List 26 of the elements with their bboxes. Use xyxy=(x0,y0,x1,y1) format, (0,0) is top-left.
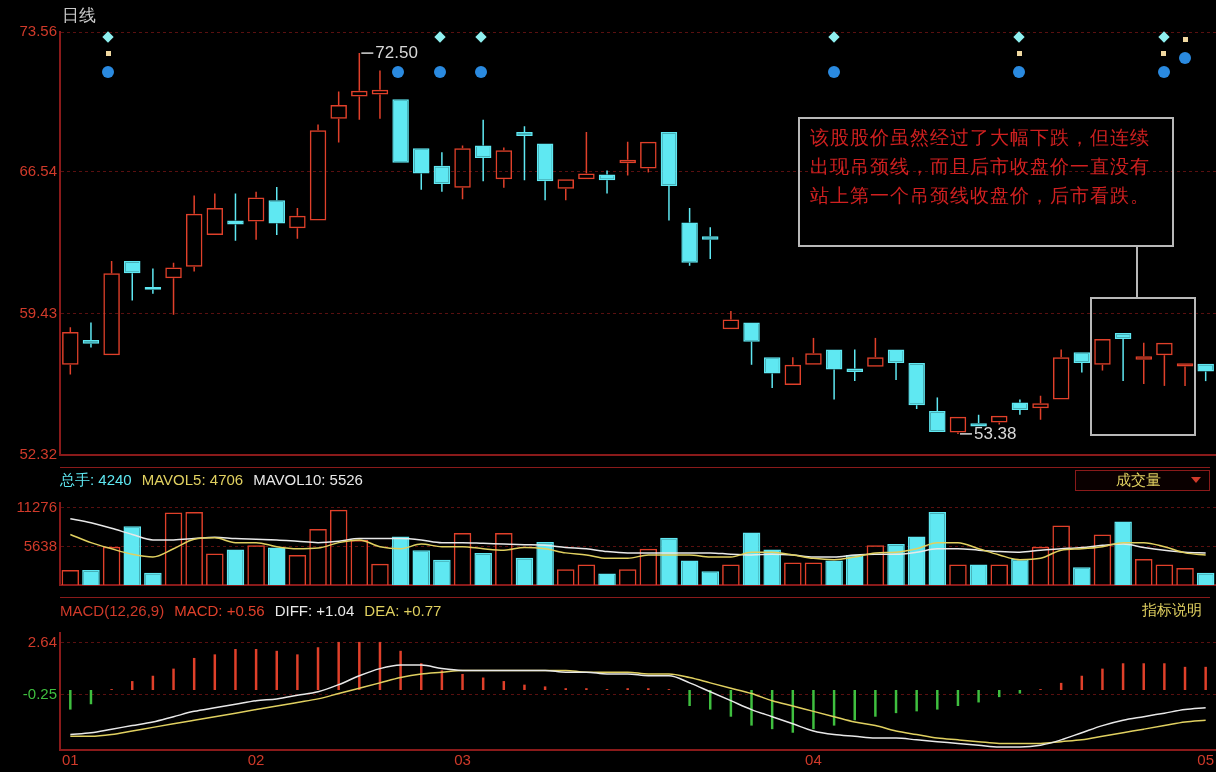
y-tick-label: 73.56 xyxy=(19,22,57,40)
text: DEA: +0.77 xyxy=(364,601,442,619)
y-tick-label: 2.64 xyxy=(27,633,57,651)
x-tick-label: 04 xyxy=(805,751,822,769)
x-tick-label: 05 xyxy=(1197,751,1214,769)
text: 总手: 4240 xyxy=(60,470,132,490)
annotation: 该股股价虽然经过了大幅下跌，但连续出现吊颈线，而且后市收盘价一直没有站上第一个吊颈线收盘价，后市看跌。 xyxy=(798,117,1174,247)
text: 成交量 xyxy=(1116,470,1161,490)
text: 指标说明 xyxy=(1142,600,1202,620)
text: MAVOL5: 4706 xyxy=(141,470,244,490)
chart-title: 日线 xyxy=(62,5,96,27)
chart-title: MACD(12,26,9) xyxy=(60,601,165,619)
x-tick-label: 03 xyxy=(454,751,471,769)
text: MACD: +0.56 xyxy=(174,601,265,619)
annotation: 53.38 xyxy=(973,423,1017,443)
y-tick-label: 5638 xyxy=(23,536,57,554)
y-tick-label: 11276 xyxy=(16,498,57,516)
y-tick-label: 66.54 xyxy=(19,161,57,179)
y-tick-label: 52.32 xyxy=(19,445,57,463)
x-tick-label: 02 xyxy=(247,751,265,769)
y-tick-label: -0.25 xyxy=(22,684,57,702)
y-tick-label: 59.43 xyxy=(19,303,57,321)
text: DIFF: +1.04 xyxy=(274,601,355,619)
text: MAVOL10: 5526 xyxy=(253,470,363,490)
x-tick-label: 01 xyxy=(61,751,79,769)
annotation: 72.50 xyxy=(375,42,418,62)
